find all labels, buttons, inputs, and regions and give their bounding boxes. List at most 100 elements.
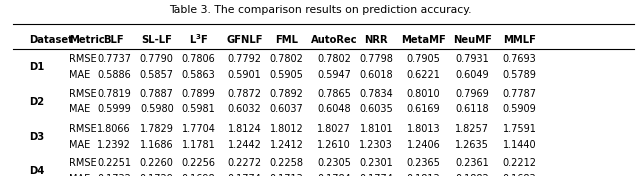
Text: 0.7892: 0.7892 [270, 89, 303, 99]
Text: 0.7737: 0.7737 [97, 54, 131, 64]
Text: MAE: MAE [69, 105, 90, 114]
Text: 0.2256: 0.2256 [181, 158, 216, 168]
Text: 1.8013: 1.8013 [407, 124, 440, 134]
Text: NeuMF: NeuMF [453, 35, 492, 45]
Text: D3: D3 [29, 132, 44, 142]
Text: 1.1440: 1.1440 [503, 140, 536, 150]
Text: D1: D1 [29, 62, 44, 72]
Text: GFNLF: GFNLF [226, 35, 263, 45]
Text: 0.1882: 0.1882 [456, 174, 489, 176]
Text: Dataset: Dataset [29, 35, 73, 45]
Text: 0.6037: 0.6037 [270, 105, 303, 114]
Text: 0.6118: 0.6118 [456, 105, 489, 114]
Text: 0.2260: 0.2260 [140, 158, 173, 168]
Text: 0.7802: 0.7802 [270, 54, 303, 64]
Text: 0.7806: 0.7806 [182, 54, 215, 64]
Text: Metric: Metric [69, 35, 105, 45]
Text: D2: D2 [29, 97, 44, 106]
Text: 0.1784: 0.1784 [317, 174, 351, 176]
Text: 0.5789: 0.5789 [503, 70, 536, 80]
Text: 0.7931: 0.7931 [456, 54, 489, 64]
Text: 1.2303: 1.2303 [360, 140, 393, 150]
Text: 0.2305: 0.2305 [317, 158, 351, 168]
Text: 0.1698: 0.1698 [182, 174, 215, 176]
Text: 0.2272: 0.2272 [227, 158, 262, 168]
Text: 1.1781: 1.1781 [182, 140, 215, 150]
Text: 1.2412: 1.2412 [270, 140, 303, 150]
Text: 0.5947: 0.5947 [317, 70, 351, 80]
Text: 0.7693: 0.7693 [503, 54, 536, 64]
Text: 0.2365: 0.2365 [407, 158, 440, 168]
Text: 0.5863: 0.5863 [182, 70, 215, 80]
Text: 0.7865: 0.7865 [317, 89, 351, 99]
Text: 0.5857: 0.5857 [140, 70, 174, 80]
Text: 1.2392: 1.2392 [97, 140, 131, 150]
Text: MAE: MAE [69, 140, 90, 150]
Text: 0.1774: 0.1774 [228, 174, 261, 176]
Text: MAE: MAE [69, 174, 90, 176]
Text: 1.8257: 1.8257 [455, 124, 490, 134]
Text: 0.1729: 0.1729 [140, 174, 173, 176]
Text: 1.8101: 1.8101 [360, 124, 393, 134]
Text: 0.7887: 0.7887 [140, 89, 173, 99]
Text: 1.8066: 1.8066 [97, 124, 131, 134]
Text: 0.1813: 0.1813 [407, 174, 440, 176]
Text: 0.7899: 0.7899 [182, 89, 215, 99]
Text: 0.6018: 0.6018 [360, 70, 393, 80]
Text: 0.8010: 0.8010 [407, 89, 440, 99]
Text: $\mathbf{L^3F}$: $\mathbf{L^3F}$ [189, 33, 208, 46]
Text: 0.7790: 0.7790 [140, 54, 173, 64]
Text: 1.7704: 1.7704 [182, 124, 215, 134]
Text: 0.7792: 0.7792 [227, 54, 262, 64]
Text: 0.7798: 0.7798 [360, 54, 393, 64]
Text: 0.7819: 0.7819 [97, 89, 131, 99]
Text: Table 3. The comparison results on prediction accuracy.: Table 3. The comparison results on predi… [169, 5, 471, 15]
Text: 1.1686: 1.1686 [140, 140, 173, 150]
Text: 0.6221: 0.6221 [407, 70, 440, 80]
Text: NRR: NRR [365, 35, 388, 45]
Text: 1.8027: 1.8027 [317, 124, 351, 134]
Text: RMSE: RMSE [69, 124, 97, 134]
Text: 1.7829: 1.7829 [140, 124, 173, 134]
Text: 1.7591: 1.7591 [503, 124, 536, 134]
Text: 1.2610: 1.2610 [317, 140, 351, 150]
Text: 0.1713: 0.1713 [270, 174, 303, 176]
Text: 1.2635: 1.2635 [456, 140, 489, 150]
Text: RMSE: RMSE [69, 89, 97, 99]
Text: 0.6048: 0.6048 [317, 105, 351, 114]
Text: BLF: BLF [104, 35, 124, 45]
Text: 0.6035: 0.6035 [360, 105, 393, 114]
Text: 0.5999: 0.5999 [97, 105, 131, 114]
Text: 0.2258: 0.2258 [269, 158, 304, 168]
Text: 0.1774: 0.1774 [360, 174, 393, 176]
Text: 1.2442: 1.2442 [228, 140, 261, 150]
Text: 0.5901: 0.5901 [228, 70, 261, 80]
Text: 0.7787: 0.7787 [502, 89, 537, 99]
Text: 0.7905: 0.7905 [407, 54, 440, 64]
Text: 0.7872: 0.7872 [227, 89, 262, 99]
Text: D4: D4 [29, 166, 44, 176]
Text: 0.2212: 0.2212 [502, 158, 537, 168]
Text: 0.6049: 0.6049 [456, 70, 489, 80]
Text: SL-LF: SL-LF [141, 35, 172, 45]
Text: 0.7802: 0.7802 [317, 54, 351, 64]
Text: MMLF: MMLF [503, 35, 536, 45]
Text: 1.2406: 1.2406 [407, 140, 440, 150]
Text: 0.2251: 0.2251 [97, 158, 131, 168]
Text: 0.5905: 0.5905 [270, 70, 303, 80]
Text: MAE: MAE [69, 70, 90, 80]
Text: RMSE: RMSE [69, 54, 97, 64]
Text: 1.8012: 1.8012 [270, 124, 303, 134]
Text: 0.1683: 0.1683 [503, 174, 536, 176]
Text: 0.5909: 0.5909 [503, 105, 536, 114]
Text: RMSE: RMSE [69, 158, 97, 168]
Text: 0.6032: 0.6032 [228, 105, 261, 114]
Text: 0.5886: 0.5886 [97, 70, 131, 80]
Text: MetaMF: MetaMF [401, 35, 446, 45]
Text: 0.7834: 0.7834 [360, 89, 393, 99]
Text: AutoRec: AutoRec [311, 35, 357, 45]
Text: FML: FML [275, 35, 298, 45]
Text: 0.2301: 0.2301 [360, 158, 393, 168]
Text: 0.1732: 0.1732 [97, 174, 131, 176]
Text: 0.5981: 0.5981 [182, 105, 215, 114]
